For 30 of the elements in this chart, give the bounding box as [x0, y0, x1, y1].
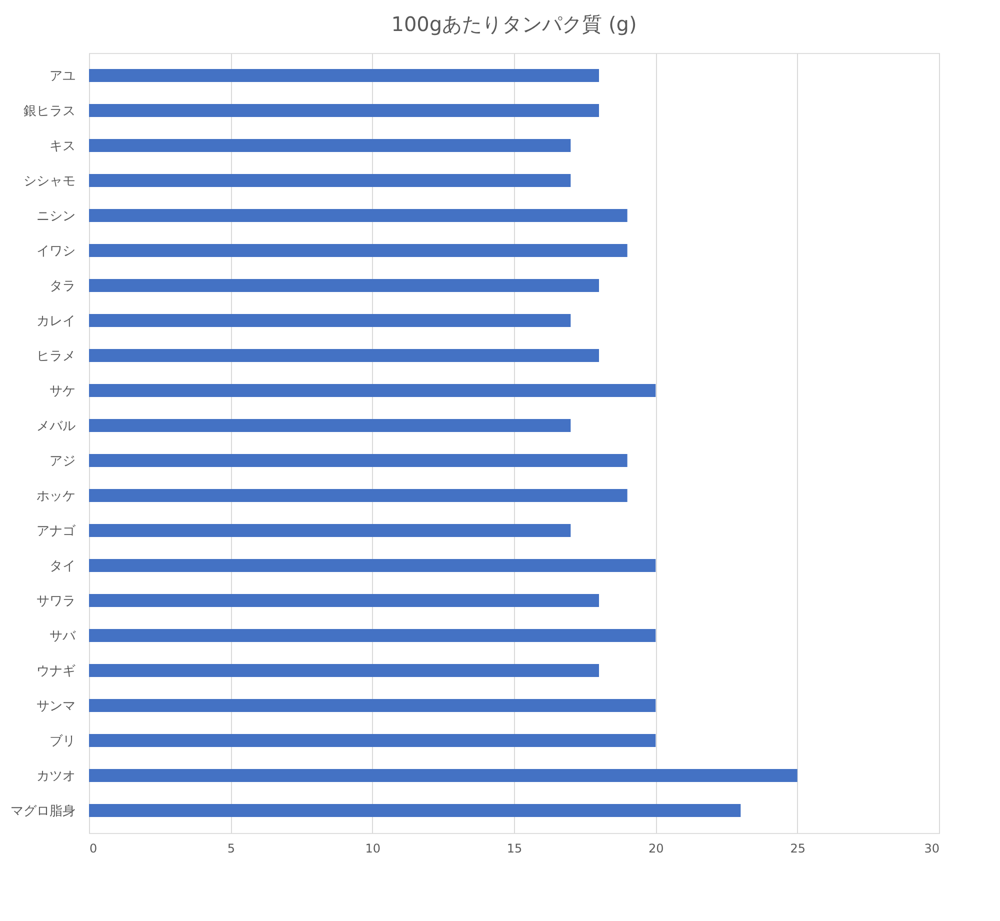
y-tick-label: アジ — [50, 454, 76, 469]
y-tick-label: ヒラメ — [36, 349, 76, 364]
y-tick-label: タイ — [50, 559, 76, 574]
chart-title: 100gあたりタンパク質 (g) — [391, 12, 637, 36]
y-tick-label: カレイ — [36, 314, 76, 329]
y-tick-label: サンマ — [36, 699, 76, 714]
y-tick-label: アユ — [50, 69, 76, 84]
x-tick-label: 25 — [790, 842, 806, 856]
x-tick-label: 30 — [924, 842, 940, 856]
y-tick-label: サバ — [50, 629, 76, 644]
y-tick-label: シシャモ — [24, 174, 76, 189]
y-tick-label: アナゴ — [36, 524, 76, 539]
y-tick-label: タラ — [50, 279, 76, 294]
y-tick-label: ニシン — [36, 209, 76, 224]
y-tick-label: メバル — [36, 419, 76, 434]
x-tick-label: 5 — [227, 842, 235, 856]
y-tick-label: ブリ — [50, 734, 76, 749]
x-tick-label: 10 — [365, 842, 380, 856]
x-tick-label: 20 — [648, 842, 664, 856]
y-tick-label: イワシ — [36, 244, 76, 259]
y-tick-label: 銀ヒラス — [24, 104, 76, 119]
y-tick-label: キス — [50, 139, 76, 154]
x-tick-label: 15 — [506, 842, 522, 856]
y-tick-label: ホッケ — [36, 489, 76, 504]
y-tick-label: マグロ脂身 — [10, 804, 76, 819]
y-tick-label: ウナギ — [36, 664, 76, 679]
y-tick-label: サケ — [50, 384, 76, 399]
y-tick-label: サワラ — [36, 594, 76, 609]
y-tick-label: カツオ — [36, 769, 76, 784]
x-tick-label: 0 — [90, 842, 98, 856]
